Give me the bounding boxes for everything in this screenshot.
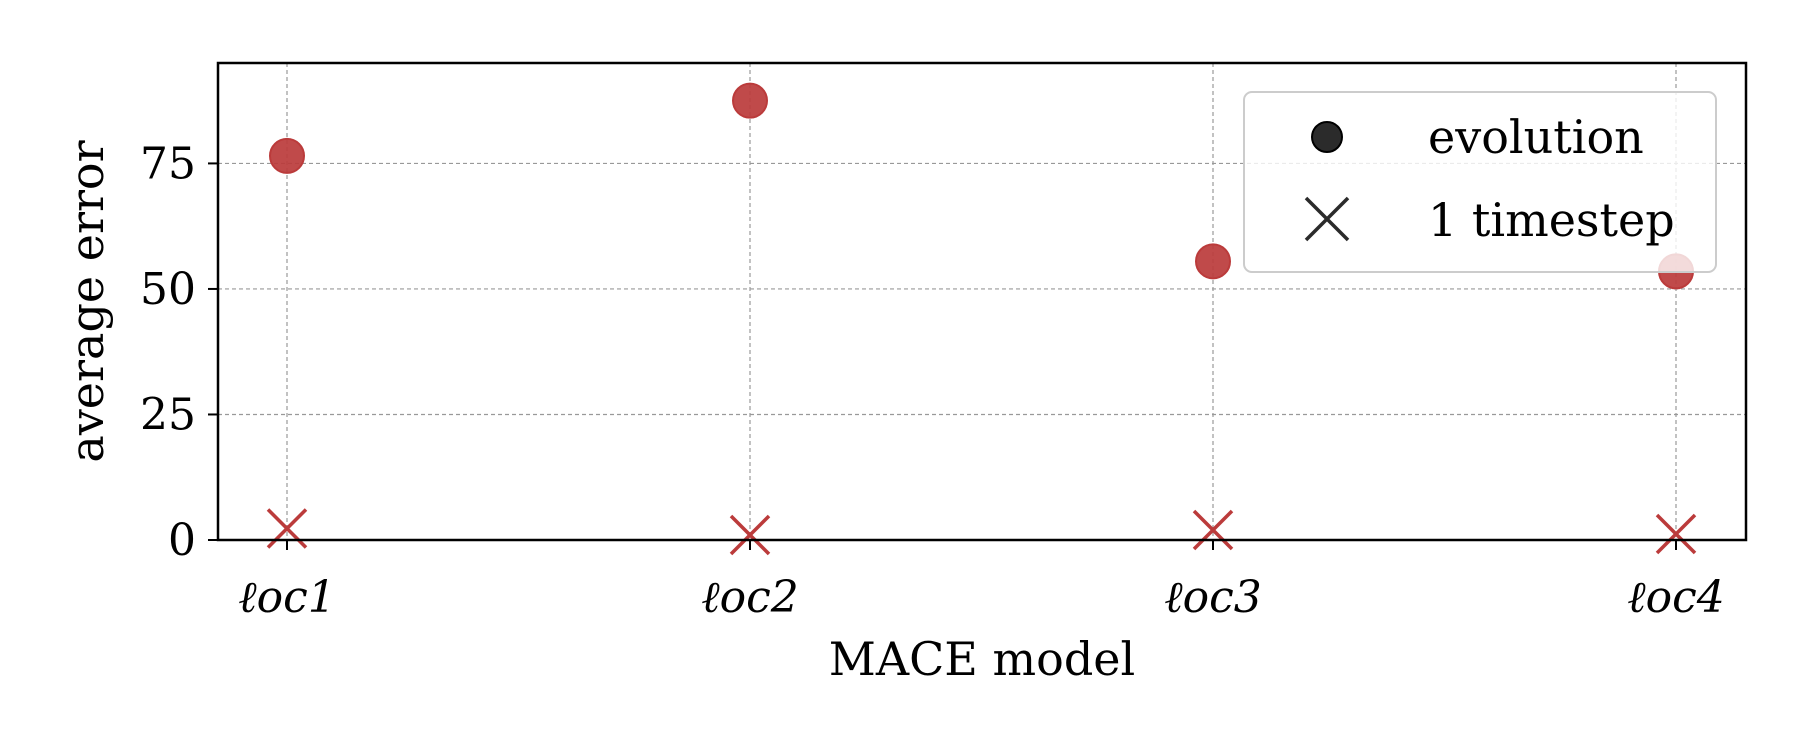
x-mark-stroke — [1192, 509, 1234, 551]
data-point-1-timestep — [1192, 509, 1234, 551]
y-tick-label: 0 — [168, 515, 196, 566]
x-tick-label: ℓoc3 — [1164, 572, 1261, 623]
x-tick-label: ℓoc4 — [1627, 572, 1724, 623]
x-mark-stroke — [729, 514, 771, 556]
x-tick-label: ℓoc1 — [238, 572, 335, 623]
axis-ticks: ℓoc1 ℓoc2 ℓoc3 ℓoc4 0 25 50 75 — [140, 138, 1725, 623]
plot-frame — [216, 61, 1748, 542]
legend-circle-marker — [1311, 121, 1343, 153]
legend-label-evolution: evolution — [1428, 110, 1644, 164]
data-point-evolution — [732, 82, 768, 119]
x-tick-label: ℓoc2 — [701, 572, 798, 623]
legend-x-stroke — [1304, 196, 1350, 242]
data-point-1-timestep — [1655, 513, 1697, 555]
data-point-1-timestep — [729, 514, 771, 556]
x-mark-stroke — [1655, 513, 1697, 555]
legend-label-1-timestep: 1 timestep — [1428, 193, 1675, 247]
data-point-evolution — [269, 137, 305, 174]
y-axis-title: average error — [60, 140, 114, 462]
y-tick-label: 25 — [140, 389, 196, 440]
legend-x-marker — [1304, 196, 1350, 242]
legend: evolution 1 timestep — [1243, 91, 1717, 273]
data-point-evolution — [1195, 243, 1231, 280]
y-tick-label: 50 — [140, 264, 196, 315]
x-axis-title: MACE model — [829, 632, 1135, 686]
legend-box — [1243, 91, 1717, 273]
y-tick-label: 75 — [140, 138, 196, 189]
